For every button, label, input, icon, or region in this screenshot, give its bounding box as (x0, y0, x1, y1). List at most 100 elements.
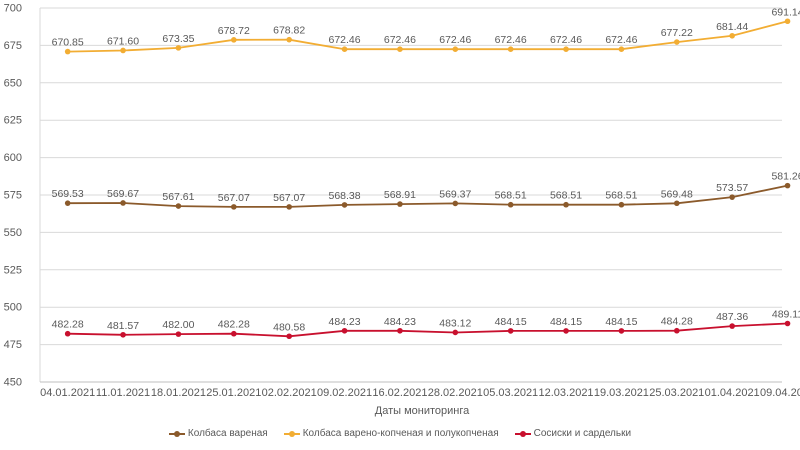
data-label: 489.11 (772, 308, 800, 320)
x-tick-label: 09.04.2021 (760, 387, 800, 399)
x-tick-label: 01.04.2021 (705, 387, 760, 399)
x-tick-label: 05.03.2021 (483, 387, 538, 399)
data-label: 569.53 (52, 188, 84, 200)
series-group: 569.53 569.67 567.61 567.07 567.07 568.38 568.… (52, 171, 800, 210)
y-tick-label: 675 (4, 40, 22, 52)
legend-marker (168, 429, 185, 439)
y-tick-label: 625 (4, 115, 22, 127)
data-point (286, 204, 292, 210)
data-label: 487.36 (716, 311, 748, 323)
y-tick-label: 525 (4, 264, 22, 276)
data-label: 672.46 (384, 34, 416, 46)
data-label: 484.28 (661, 316, 693, 328)
data-point (507, 328, 514, 334)
data-label: 483.12 (439, 317, 471, 329)
data-label: 484.15 (605, 316, 637, 328)
data-label: 482.28 (218, 319, 250, 331)
data-point (231, 37, 237, 43)
legend-item: Колбаса вареная (168, 428, 268, 439)
data-label: 482.28 (52, 319, 84, 331)
data-label: 672.46 (550, 34, 582, 46)
y-tick-label: 450 (4, 377, 22, 389)
x-tick-label: 04.01.2021 (40, 387, 95, 399)
data-label: 567.07 (218, 192, 250, 204)
series-line (67, 322, 788, 338)
data-label: 581.26 (771, 171, 800, 183)
data-label: 673.35 (162, 33, 194, 45)
y-tick-label: 575 (4, 190, 22, 202)
series-line (67, 184, 788, 208)
data-point (341, 202, 348, 208)
x-tick-label: 11.01.2021 (96, 387, 150, 399)
data-point (64, 330, 71, 337)
data-point (784, 182, 791, 189)
x-tick-label: 18.01.2021 (151, 387, 206, 399)
data-point (784, 320, 791, 327)
x-tick-label: 09.02.2021 (317, 387, 372, 399)
data-label: 672.46 (605, 34, 637, 46)
data-point (618, 46, 625, 52)
x-tick-label: 19.03.2021 (594, 387, 649, 399)
data-point (120, 47, 126, 54)
data-point (507, 201, 514, 208)
data-point (729, 323, 735, 329)
axes: 450 475 500 525 550 575 600 625 650 675 700 04.01.2… (4, 3, 800, 400)
data-point (452, 329, 459, 336)
data-label: 573.57 (716, 182, 748, 194)
data-point (175, 203, 182, 209)
legend-label: Колбаса варено-копченая и полукопченая (302, 428, 499, 439)
data-point (120, 200, 126, 206)
data-point (673, 327, 680, 334)
data-point (175, 331, 182, 337)
legend-label: Сосиски и сардельки (533, 428, 632, 439)
legend-item: Колбаса варено-копченая и полукопченая (283, 428, 499, 439)
y-tick-label: 550 (4, 227, 22, 239)
data-label: 567.61 (162, 191, 194, 203)
data-point (341, 327, 348, 334)
legend-item: Сосиски и сардельки (514, 428, 632, 439)
y-tick-label: 650 (4, 77, 22, 89)
data-point (563, 201, 569, 208)
data-point (397, 46, 403, 52)
x-tick-label: 12.03.2021 (539, 387, 594, 399)
data-label: 672.46 (495, 34, 527, 46)
data-point (64, 48, 71, 55)
data-point (673, 39, 680, 45)
x-tick-label: 28.02.2021 (428, 387, 483, 399)
x-tick-label: 16.02.2021 (372, 387, 427, 399)
data-label: 568.51 (605, 190, 637, 202)
y-tick-label: 600 (4, 152, 22, 164)
legend-marker (283, 429, 300, 439)
data-label: 569.37 (439, 188, 471, 200)
data-label: 677.22 (661, 27, 693, 39)
data-label: 671.60 (107, 35, 139, 47)
x-tick-label: 02.02.2021 (262, 387, 317, 399)
x-tick-label: 25.03.2021 (649, 387, 704, 399)
data-label: 672.46 (328, 34, 360, 46)
data-point (120, 331, 126, 338)
gridlines (40, 7, 782, 346)
data-point (563, 46, 569, 52)
series-group: 670.85 671.60 673.35 678.72 678.82 672.46 672.… (52, 6, 800, 55)
data-label: 568.38 (328, 190, 360, 202)
series-line (67, 20, 788, 53)
data-point (286, 36, 292, 43)
data-label: 484.15 (550, 316, 582, 328)
data-point (563, 328, 569, 334)
data-label: 691.14 (771, 6, 800, 18)
data-point (673, 200, 680, 207)
data-point (784, 18, 791, 25)
data-label: 678.72 (218, 25, 250, 37)
data-label: 569.67 (107, 188, 139, 200)
data-point (618, 328, 625, 334)
data-label: 568.51 (550, 190, 582, 202)
data-label: 481.57 (107, 320, 139, 332)
data-point (397, 327, 403, 334)
data-label: 480.58 (273, 321, 305, 333)
series-group: 482.28 481.57 482.00 482.28 480.58 484.23 484.… (52, 308, 800, 340)
data-label: 484.23 (328, 316, 360, 328)
data-point (618, 201, 625, 208)
y-tick-label: 700 (4, 3, 22, 15)
data-point (231, 330, 237, 337)
